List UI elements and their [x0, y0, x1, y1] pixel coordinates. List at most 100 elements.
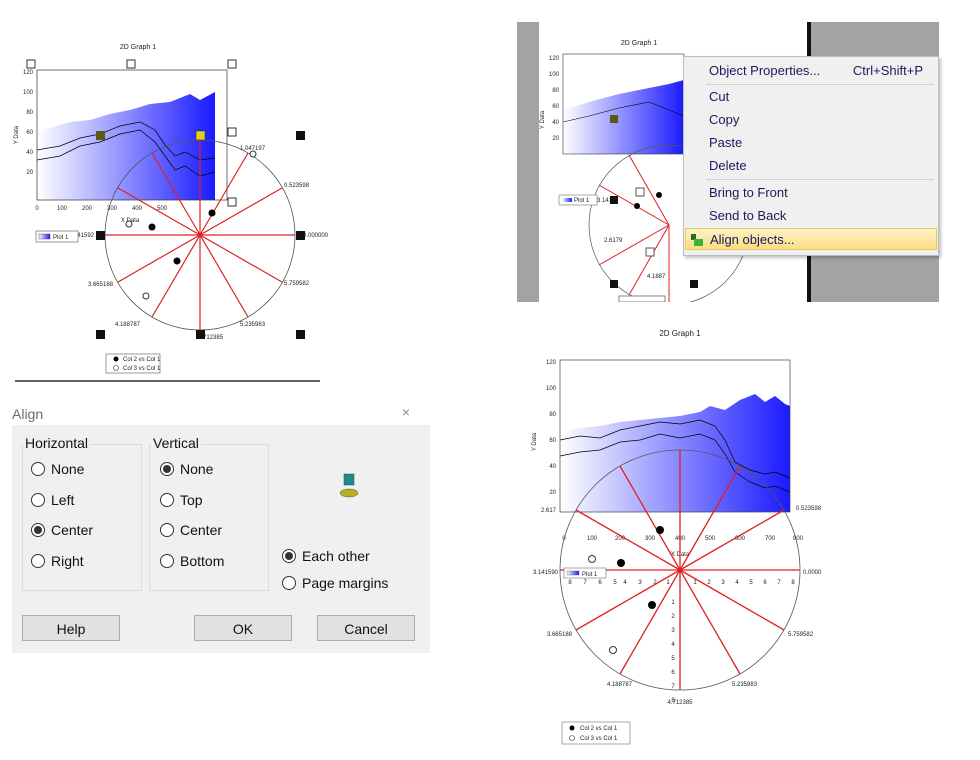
radial-tick: 5 — [749, 580, 753, 586]
selection-handle[interactable] — [26, 59, 36, 69]
line-series-2 — [36, 129, 216, 177]
legend-label: Plot 1 — [574, 198, 590, 204]
menu-item-shortcut: Ctrl+Shift+P — [852, 63, 923, 78]
y-axis-label: Y Data — [540, 110, 546, 129]
selection-handle[interactable] — [227, 59, 237, 69]
radio-label: Center — [51, 522, 94, 538]
polar-label: 3.665188 — [88, 282, 114, 288]
polar-label: 4.712385 — [198, 335, 224, 341]
polar-label: 3.1415 — [597, 198, 616, 204]
menu-item-align-objects[interactable]: Align objects... — [685, 228, 937, 250]
menu-item-label: Copy — [709, 112, 740, 127]
anchor-square-highlight — [195, 130, 206, 141]
menu-item-delete[interactable]: Delete — [685, 155, 937, 177]
menu-item-send-to-back[interactable]: Send to Back — [685, 205, 937, 227]
menu-item-paste[interactable]: Paste — [685, 132, 937, 154]
radio-label: None — [180, 461, 214, 477]
x-tick: 500 — [705, 536, 716, 542]
align-objects-icon — [690, 232, 704, 246]
align-dialog: Align × Horizontal None Left Center Righ… — [12, 403, 430, 653]
x-tick: 800 — [793, 536, 804, 542]
menu-item-label: Send to Back — [709, 208, 787, 223]
polar-label: 5.235983 — [732, 682, 758, 688]
polar-label: 3.665188 — [547, 632, 573, 638]
plot-legend[interactable] — [35, 230, 79, 243]
polar-label: 4.1887 — [647, 274, 666, 280]
radio-label: Top — [180, 492, 203, 508]
radio-label: Right — [51, 553, 84, 569]
radio-dot — [282, 576, 296, 590]
graph-top-left[interactable]: 2D Graph 1 120 100 80 60 40 20 Y Data 0 … — [0, 30, 330, 385]
horizontal-group-label: Horizontal — [23, 435, 91, 451]
line-series-1 — [36, 121, 216, 161]
help-button[interactable]: Help — [22, 615, 120, 641]
line-series — [562, 101, 685, 123]
graph-title: 2D Graph 1 — [621, 40, 657, 47]
radial-tick: 3 — [671, 628, 675, 634]
selection-handle[interactable] — [610, 196, 618, 204]
legend-marker-open — [113, 365, 119, 371]
menu-item-object-properties[interactable]: Object Properties... Ctrl+Shift+P — [685, 60, 937, 82]
scatter-legend[interactable] — [105, 353, 161, 374]
y-tick: 120 — [23, 70, 34, 76]
radial-tick: 7 — [671, 684, 675, 690]
menu-item-label: Cut — [709, 89, 730, 104]
ok-button[interactable]: OK — [194, 615, 292, 641]
cancel-button[interactable]: Cancel — [317, 615, 415, 641]
radial-tick: 6 — [763, 580, 767, 586]
plot-legend[interactable] — [558, 194, 598, 206]
menu-item-label: Align objects... — [710, 232, 795, 247]
y-tick: 120 — [549, 56, 560, 62]
menu-item-cut[interactable]: Cut — [685, 86, 937, 108]
radial-tick: 3 — [638, 580, 642, 586]
graph-title: 2D Graph 1 — [120, 44, 156, 51]
selection-handle[interactable] — [296, 231, 305, 240]
polar-label: 2.6179 — [604, 238, 623, 244]
y-tick: 100 — [23, 90, 34, 96]
dialog-title: Align — [12, 406, 44, 422]
y-tick: 60 — [26, 130, 33, 136]
y-axis-label: Y Data — [14, 125, 20, 144]
radial-tick: 2 — [707, 580, 711, 586]
polar-label: 0.523598 — [284, 183, 310, 189]
radio-dot — [160, 554, 174, 568]
y-tick: 40 — [552, 120, 559, 126]
graph-title: 2D Graph 1 — [659, 329, 701, 338]
y-tick: 20 — [549, 490, 556, 496]
selection-handle[interactable] — [610, 280, 618, 288]
data-point — [656, 192, 662, 198]
x-tick: 100 — [587, 536, 598, 542]
selection-handle[interactable] — [690, 280, 698, 288]
data-point — [617, 559, 625, 567]
menu-item-copy[interactable]: Copy — [685, 109, 937, 131]
scatter-legend-partial[interactable] — [618, 295, 666, 302]
selection-handle[interactable] — [96, 231, 105, 240]
menu-item-label: Bring to Front — [709, 185, 788, 200]
selection-handle[interactable] — [196, 330, 205, 339]
selection-handle[interactable] — [96, 330, 105, 339]
radio-dot — [160, 523, 174, 537]
radio-dot — [31, 554, 45, 568]
radio-label: Each other — [302, 548, 370, 564]
menu-item-bring-to-front[interactable]: Bring to Front — [685, 182, 937, 204]
polar-spokes — [598, 154, 670, 302]
x-tick: 300 — [107, 206, 118, 212]
radio-dot — [282, 549, 296, 563]
selection-handle[interactable] — [227, 127, 237, 137]
selection-handle[interactable] — [296, 330, 305, 339]
scatter-legend[interactable] — [561, 721, 631, 745]
plot-legend[interactable] — [563, 567, 607, 579]
selection-handle[interactable] — [227, 197, 237, 207]
legend-swatch — [562, 198, 572, 202]
close-icon[interactable]: × — [401, 404, 410, 420]
plot-frame — [36, 69, 228, 201]
selection-handle[interactable] — [296, 131, 305, 140]
legend-line: Col 3 vs Col 1 — [123, 366, 161, 372]
graph-top-right: 2D Graph 1 120 100 80 60 40 20 Y Data Pl… — [540, 40, 750, 302]
x-tick: 400 — [132, 206, 143, 212]
anchor-square — [96, 131, 105, 140]
data-point-open — [142, 292, 150, 300]
legend-label: Plot 1 — [582, 572, 598, 578]
selection-handle[interactable] — [126, 59, 136, 69]
data-point — [634, 203, 640, 209]
